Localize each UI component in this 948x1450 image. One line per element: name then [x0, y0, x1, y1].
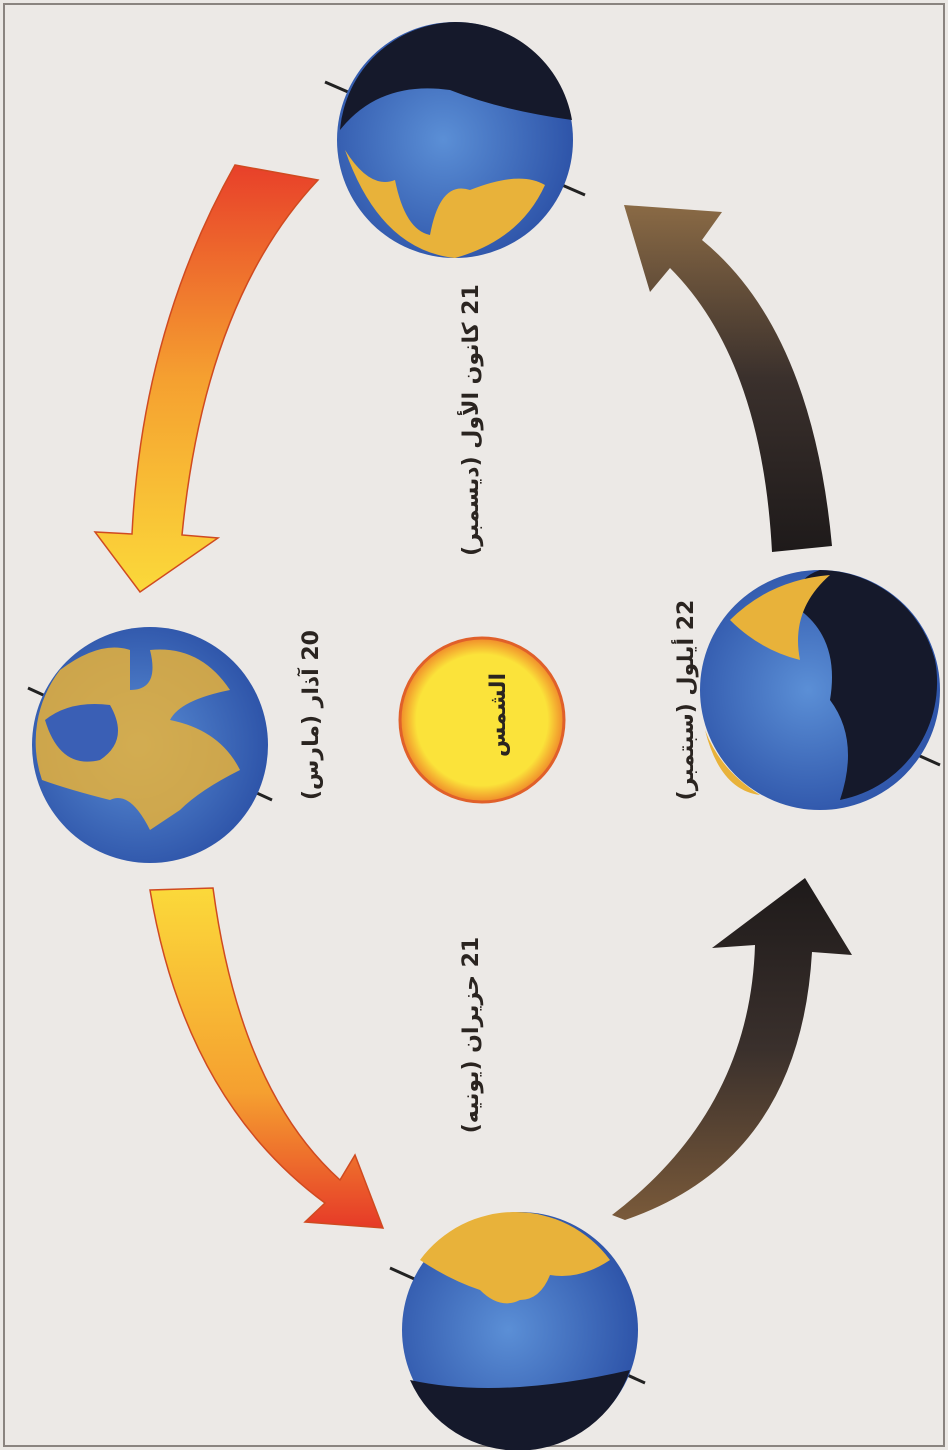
arrow — [612, 878, 852, 1220]
arrow — [93, 164, 320, 594]
season-label: 20 آذار (مارس) — [296, 630, 324, 800]
season-label: 22 أيلول (سبتمبر) — [670, 600, 699, 801]
arrow — [149, 887, 385, 1229]
earth — [324, 21, 586, 258]
earth — [700, 570, 941, 810]
earth — [27, 627, 273, 863]
season-label: 21 حزيران (يونيه) — [459, 937, 484, 1134]
sun — [398, 636, 566, 804]
arrow — [624, 205, 832, 552]
season-label: 21 كانون الأول (ديسمبر) — [456, 284, 484, 556]
sun-label: الشمس — [486, 673, 511, 757]
earth — [389, 1211, 646, 1450]
